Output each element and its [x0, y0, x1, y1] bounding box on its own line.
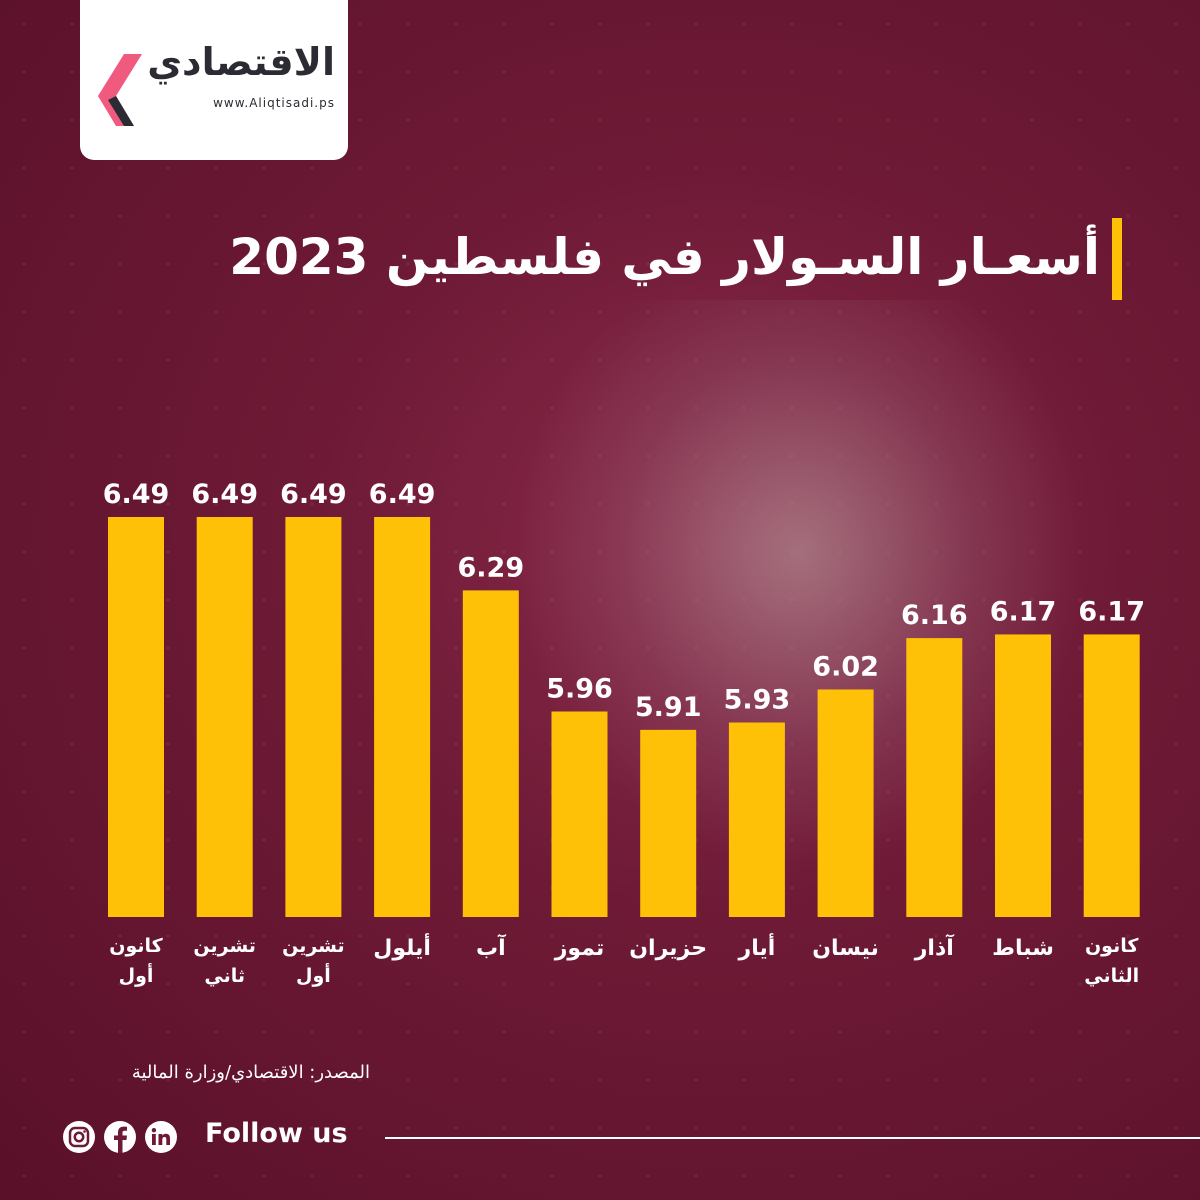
- title-accent-bar: [1112, 218, 1122, 300]
- bar-4: [374, 517, 431, 917]
- source-note: المصدر: الاقتصادي/وزارة المالية: [131, 1062, 370, 1083]
- value-label-10: 6.16: [901, 600, 968, 631]
- logo-card: الاقتصادي www.Aliqtisadi.ps: [80, 0, 348, 160]
- follow-us-label: Follow us: [205, 1118, 348, 1149]
- bar-2: [196, 517, 253, 917]
- bar-7: [640, 729, 697, 917]
- category-label-10: آذار: [914, 933, 954, 961]
- value-label-5: 6.29: [457, 552, 524, 583]
- value-label-8: 5.93: [724, 685, 791, 716]
- category-label-12-line-1: كانون: [1085, 935, 1139, 957]
- category-label-1-line-1: كانون: [109, 935, 163, 957]
- category-label-3-line-2: أول: [296, 963, 331, 987]
- instagram-icon[interactable]: [63, 1121, 95, 1153]
- category-label-11: شباط: [992, 936, 1054, 961]
- value-label-7: 5.91: [635, 692, 702, 723]
- value-label-1: 6.49: [103, 479, 170, 510]
- category-label-4: أيلول: [373, 932, 431, 961]
- bar-3: [285, 517, 342, 917]
- bar-9: [817, 689, 874, 917]
- value-label-9: 6.02: [812, 651, 879, 682]
- category-label-2-line-1: تشرين: [193, 935, 256, 957]
- value-label-3: 6.49: [280, 479, 347, 510]
- bar-12: [1083, 634, 1140, 917]
- facebook-icon[interactable]: [104, 1121, 136, 1153]
- bar-5: [462, 590, 519, 917]
- value-label-2: 6.49: [191, 479, 258, 510]
- category-label-7: حزيران: [629, 936, 707, 961]
- logo-url: www.Aliqtisadi.ps: [213, 96, 335, 110]
- value-label-4: 6.49: [369, 479, 436, 510]
- value-label-11: 6.17: [990, 596, 1057, 627]
- linkedin-icon[interactable]: [145, 1121, 177, 1153]
- category-label-5: آب: [476, 933, 506, 961]
- bar-1: [108, 517, 164, 917]
- category-label-1-line-2: أول: [119, 963, 154, 987]
- category-label-8: أيار: [738, 932, 776, 961]
- value-label-12: 6.17: [1078, 596, 1145, 627]
- bar-8: [728, 722, 785, 917]
- chart-title: أسعـار السـولار في فلسطين 2023: [229, 228, 1100, 286]
- category-label-12-line-2: الثاني: [1084, 965, 1139, 987]
- footer-divider: [385, 1137, 1200, 1139]
- category-label-6: تموز: [554, 936, 604, 961]
- bar-6: [551, 711, 608, 917]
- logo-mark-icon: [98, 54, 142, 126]
- logo-name: الاقتصادي: [147, 40, 335, 84]
- bar-11: [995, 634, 1051, 917]
- category-label-2-line-2: ثاني: [204, 965, 245, 987]
- bar-10: [906, 638, 963, 917]
- social-icons: [63, 1121, 177, 1153]
- background-photo-fuel-money: [520, 300, 1080, 860]
- category-label-9: نيسان: [812, 936, 879, 961]
- value-label-6: 5.96: [546, 673, 613, 704]
- category-label-3-line-1: تشرين: [282, 935, 345, 957]
